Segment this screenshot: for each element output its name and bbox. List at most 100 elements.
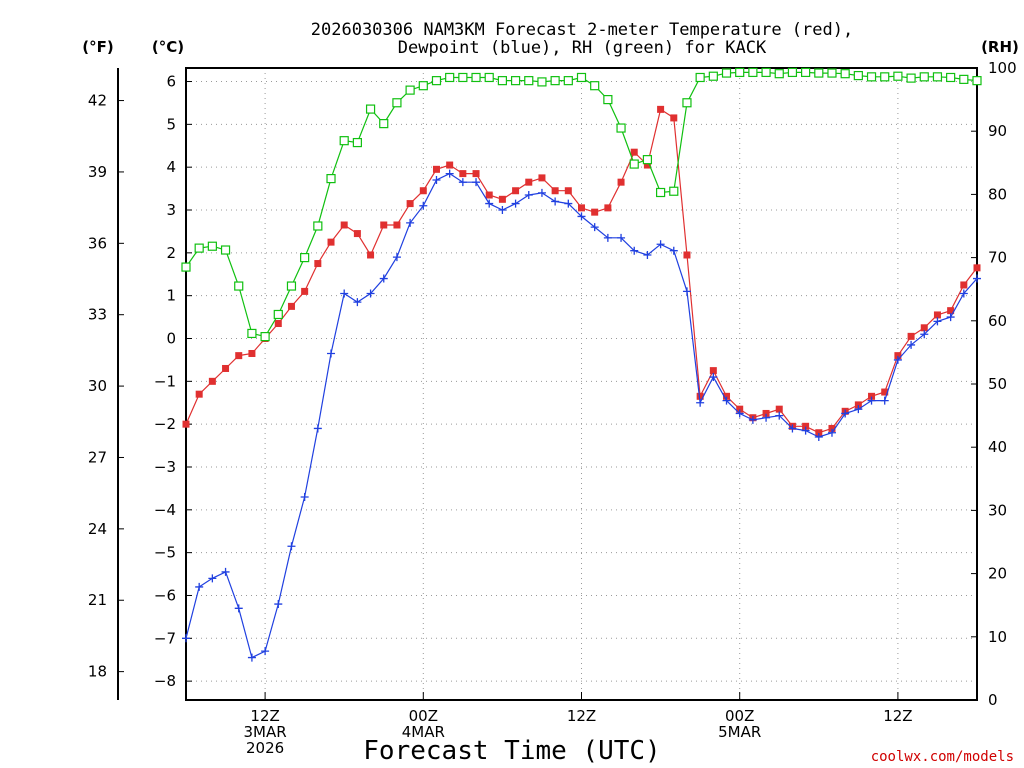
- rh-point: [418, 81, 428, 91]
- rh-point: [669, 186, 679, 196]
- dewpoint-point: [472, 178, 481, 187]
- dewpoint-point: [353, 298, 362, 307]
- rh-point: [273, 309, 283, 320]
- temperature-point: [591, 208, 599, 216]
- rh-point: [194, 243, 204, 253]
- rh-point: [392, 98, 402, 108]
- rh-tick-label: 70: [988, 249, 1007, 267]
- dewpoint-point: [537, 188, 546, 197]
- fahrenheit-tick-label: 36: [88, 234, 107, 252]
- x-tick-label: 12Z: [250, 707, 279, 725]
- rh-point: [761, 67, 771, 78]
- temperature-point: [630, 148, 638, 156]
- rh-point: [972, 76, 982, 86]
- rh-point: [300, 253, 310, 263]
- dewpoint-point: [682, 287, 691, 296]
- dewpoint-point: [551, 197, 560, 206]
- dewpoint-point: [195, 582, 204, 591]
- rh-tick-label: 100: [988, 59, 1017, 77]
- rh-tick-label: 10: [988, 628, 1007, 646]
- rh-point: [682, 98, 692, 108]
- temperature-point: [525, 178, 533, 186]
- dewpoint-point: [313, 424, 322, 433]
- temperature-point: [973, 264, 981, 272]
- rh-point: [735, 67, 745, 78]
- dewpoint-point: [379, 274, 388, 283]
- dewpoint-point: [788, 424, 797, 433]
- x-tick-label: 00Z: [725, 707, 754, 725]
- rh-axis-unit: (RH): [981, 38, 1019, 56]
- temperature-point: [235, 352, 243, 360]
- dewpoint-point: [814, 433, 823, 442]
- dewpoint-point: [907, 340, 916, 349]
- temperature-point: [907, 332, 915, 340]
- rh-point: [642, 155, 653, 165]
- dewpoint-point: [841, 409, 850, 418]
- celsius-tick-label: −1: [154, 372, 176, 390]
- dewpoint-point: [419, 201, 428, 210]
- temperature-point: [340, 221, 348, 229]
- fahrenheit-tick-label: 27: [88, 448, 107, 466]
- dewpoint-point: [287, 542, 296, 551]
- dewpoint-point: [854, 405, 863, 414]
- series-line: [185, 172, 978, 659]
- dewpoint-point: [340, 289, 349, 298]
- dewpoint-point: [669, 246, 678, 255]
- rh-point: [827, 68, 837, 78]
- dewpoint-point: [300, 492, 309, 501]
- rh-point: [510, 76, 521, 86]
- rh-point: [919, 72, 929, 82]
- dewpoint-point: [327, 349, 336, 358]
- rh-point: [708, 71, 718, 81]
- chart-title-line1: 2026030306 NAM3KM Forecast 2-meter Tempe…: [311, 20, 853, 40]
- rh-point: [326, 174, 336, 184]
- temperature-point: [208, 377, 216, 385]
- dewpoint-point: [392, 253, 401, 262]
- temperature-point: [762, 409, 770, 417]
- dewpoint-point: [590, 223, 599, 232]
- dewpoint-point: [603, 233, 612, 242]
- rh-tick-label: 60: [988, 312, 1007, 330]
- temperature-point: [894, 352, 902, 360]
- rh-point: [655, 187, 666, 198]
- celsius-axis-unit: (°C): [152, 38, 184, 56]
- dewpoint-point: [366, 289, 375, 298]
- rh-point: [814, 68, 824, 78]
- temperature-point: [419, 187, 427, 195]
- temperature-point: [274, 320, 282, 328]
- dewpoint-point: [696, 398, 705, 407]
- celsius-tick-label: −2: [154, 415, 176, 433]
- dewpoint-point: [748, 415, 757, 424]
- rh-point: [721, 68, 732, 78]
- x-axis-title: Forecast Time (UTC): [363, 736, 660, 766]
- dewpoint-point: [432, 176, 441, 185]
- temperature-point: [683, 251, 691, 259]
- rh-tick-label: 50: [988, 375, 1007, 393]
- rh-point: [629, 159, 639, 169]
- temperature-point: [314, 260, 322, 268]
- fahrenheit-tick-label: 39: [88, 163, 107, 181]
- temperature-point: [578, 204, 585, 212]
- rh-point: [774, 69, 784, 79]
- temperature-point: [459, 170, 467, 178]
- rh-point: [220, 245, 231, 255]
- celsius-tick-label: 2: [166, 244, 176, 262]
- temperature-point: [446, 161, 454, 169]
- dewpoint-point: [722, 396, 731, 405]
- dewpoint-point: [485, 199, 494, 208]
- rh-point: [458, 72, 468, 83]
- series-open-square: [181, 67, 982, 342]
- dewpoint-point: [261, 647, 270, 656]
- temperature-point: [881, 388, 889, 396]
- rh-point: [260, 332, 270, 342]
- dewpoint-point: [630, 246, 639, 255]
- temperature-point: [538, 174, 546, 182]
- series-line: [185, 108, 978, 434]
- temperature-point: [287, 302, 295, 310]
- temperature-point: [380, 221, 388, 229]
- rh-tick-label: 40: [988, 438, 1007, 456]
- rh-point: [853, 70, 863, 81]
- temperature-point: [604, 204, 612, 212]
- rh-point: [497, 76, 507, 86]
- rh-point: [893, 71, 903, 81]
